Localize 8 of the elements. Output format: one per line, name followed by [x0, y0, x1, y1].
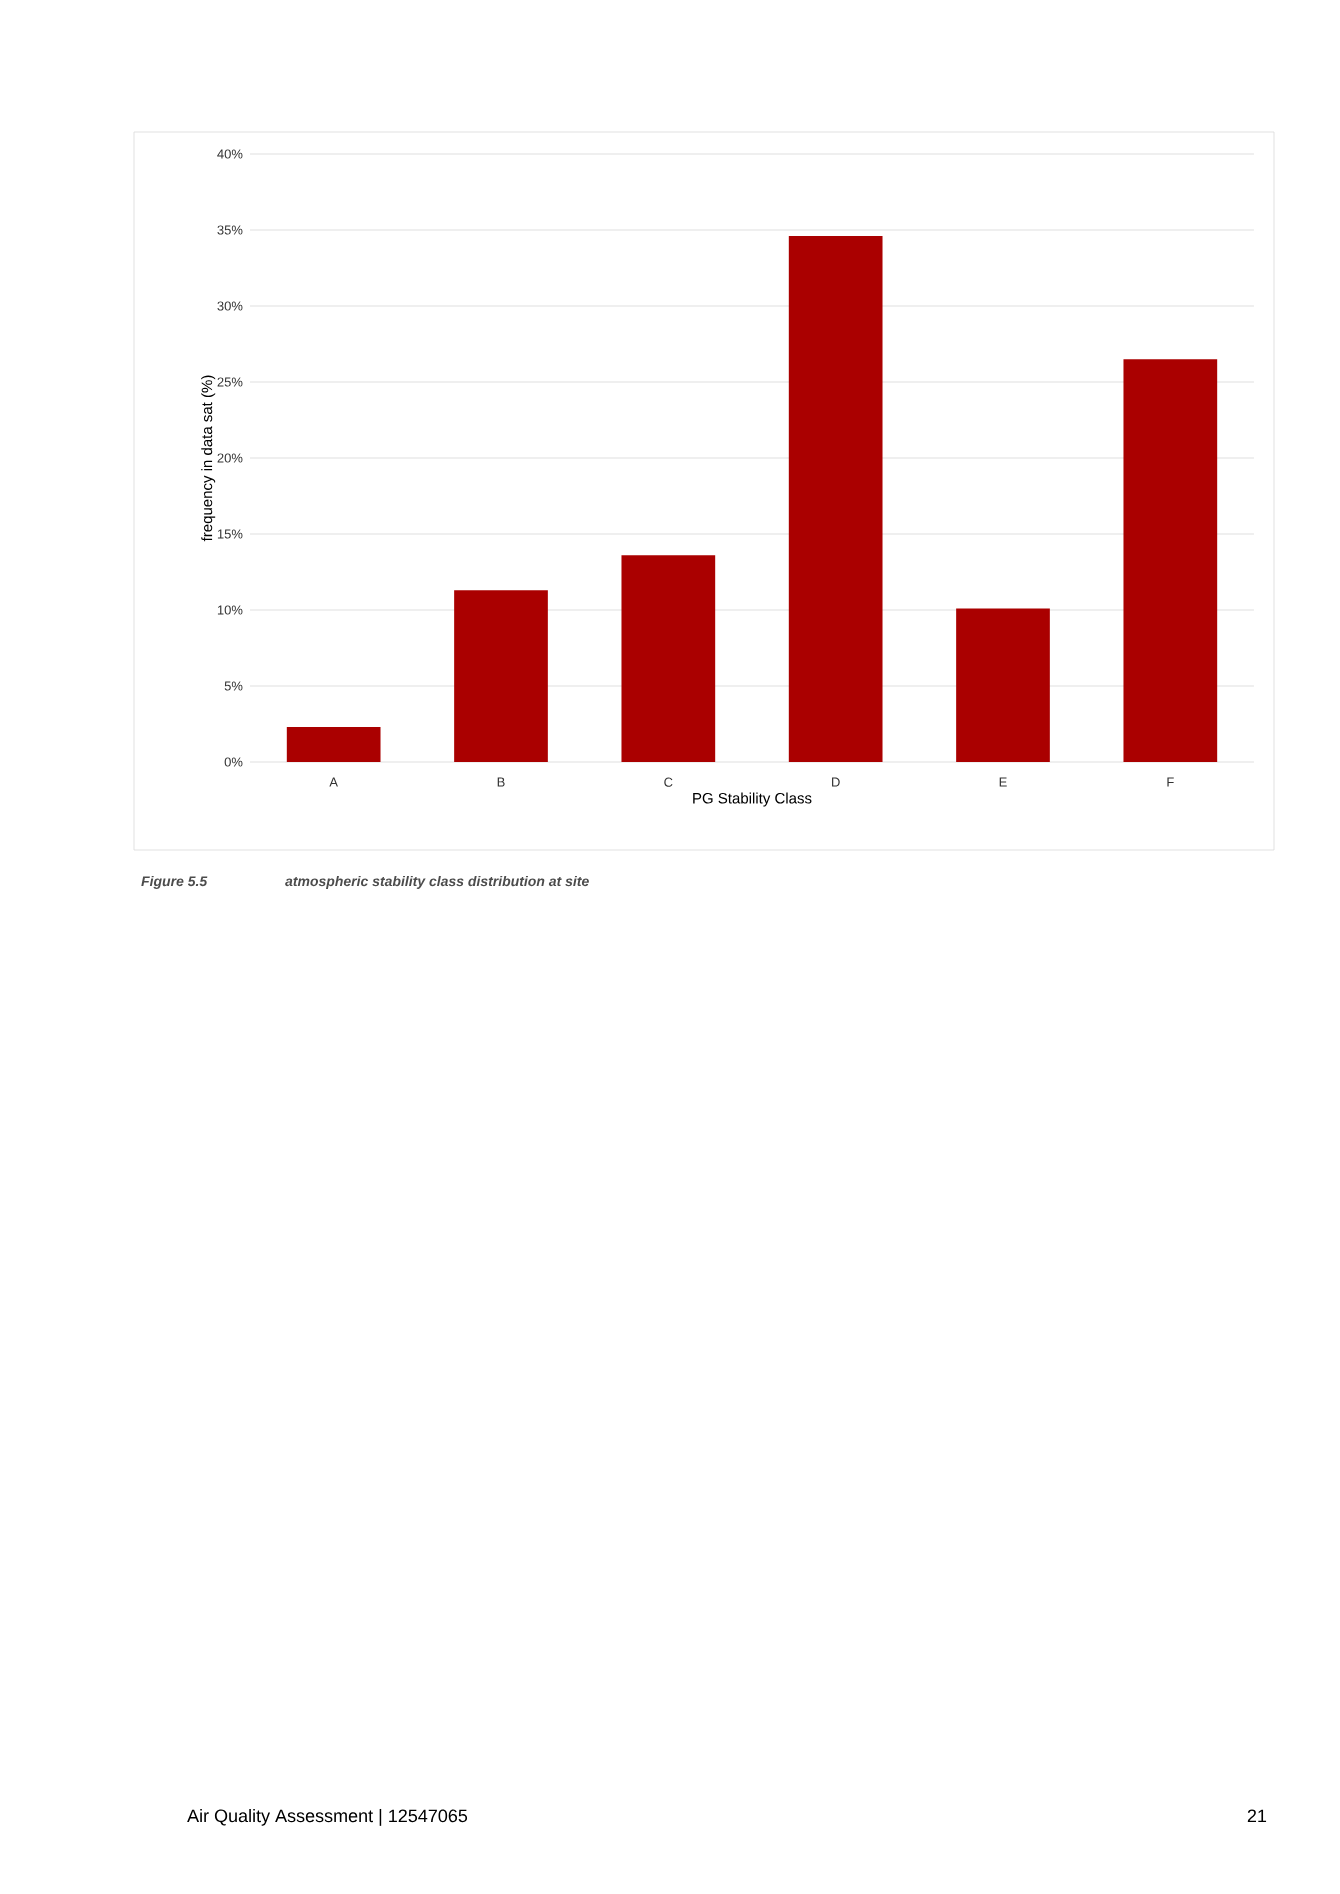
- text: 21: [1247, 1809, 1267, 1823]
- bar: [1123, 359, 1218, 763]
- bar: [286, 727, 381, 763]
- bar: [788, 236, 883, 763]
- bar: [621, 555, 716, 763]
- bar: [956, 608, 1050, 763]
- text: Air Quality Assessment | 12547065: [187, 1808, 468, 1826]
- bar: [454, 590, 548, 763]
